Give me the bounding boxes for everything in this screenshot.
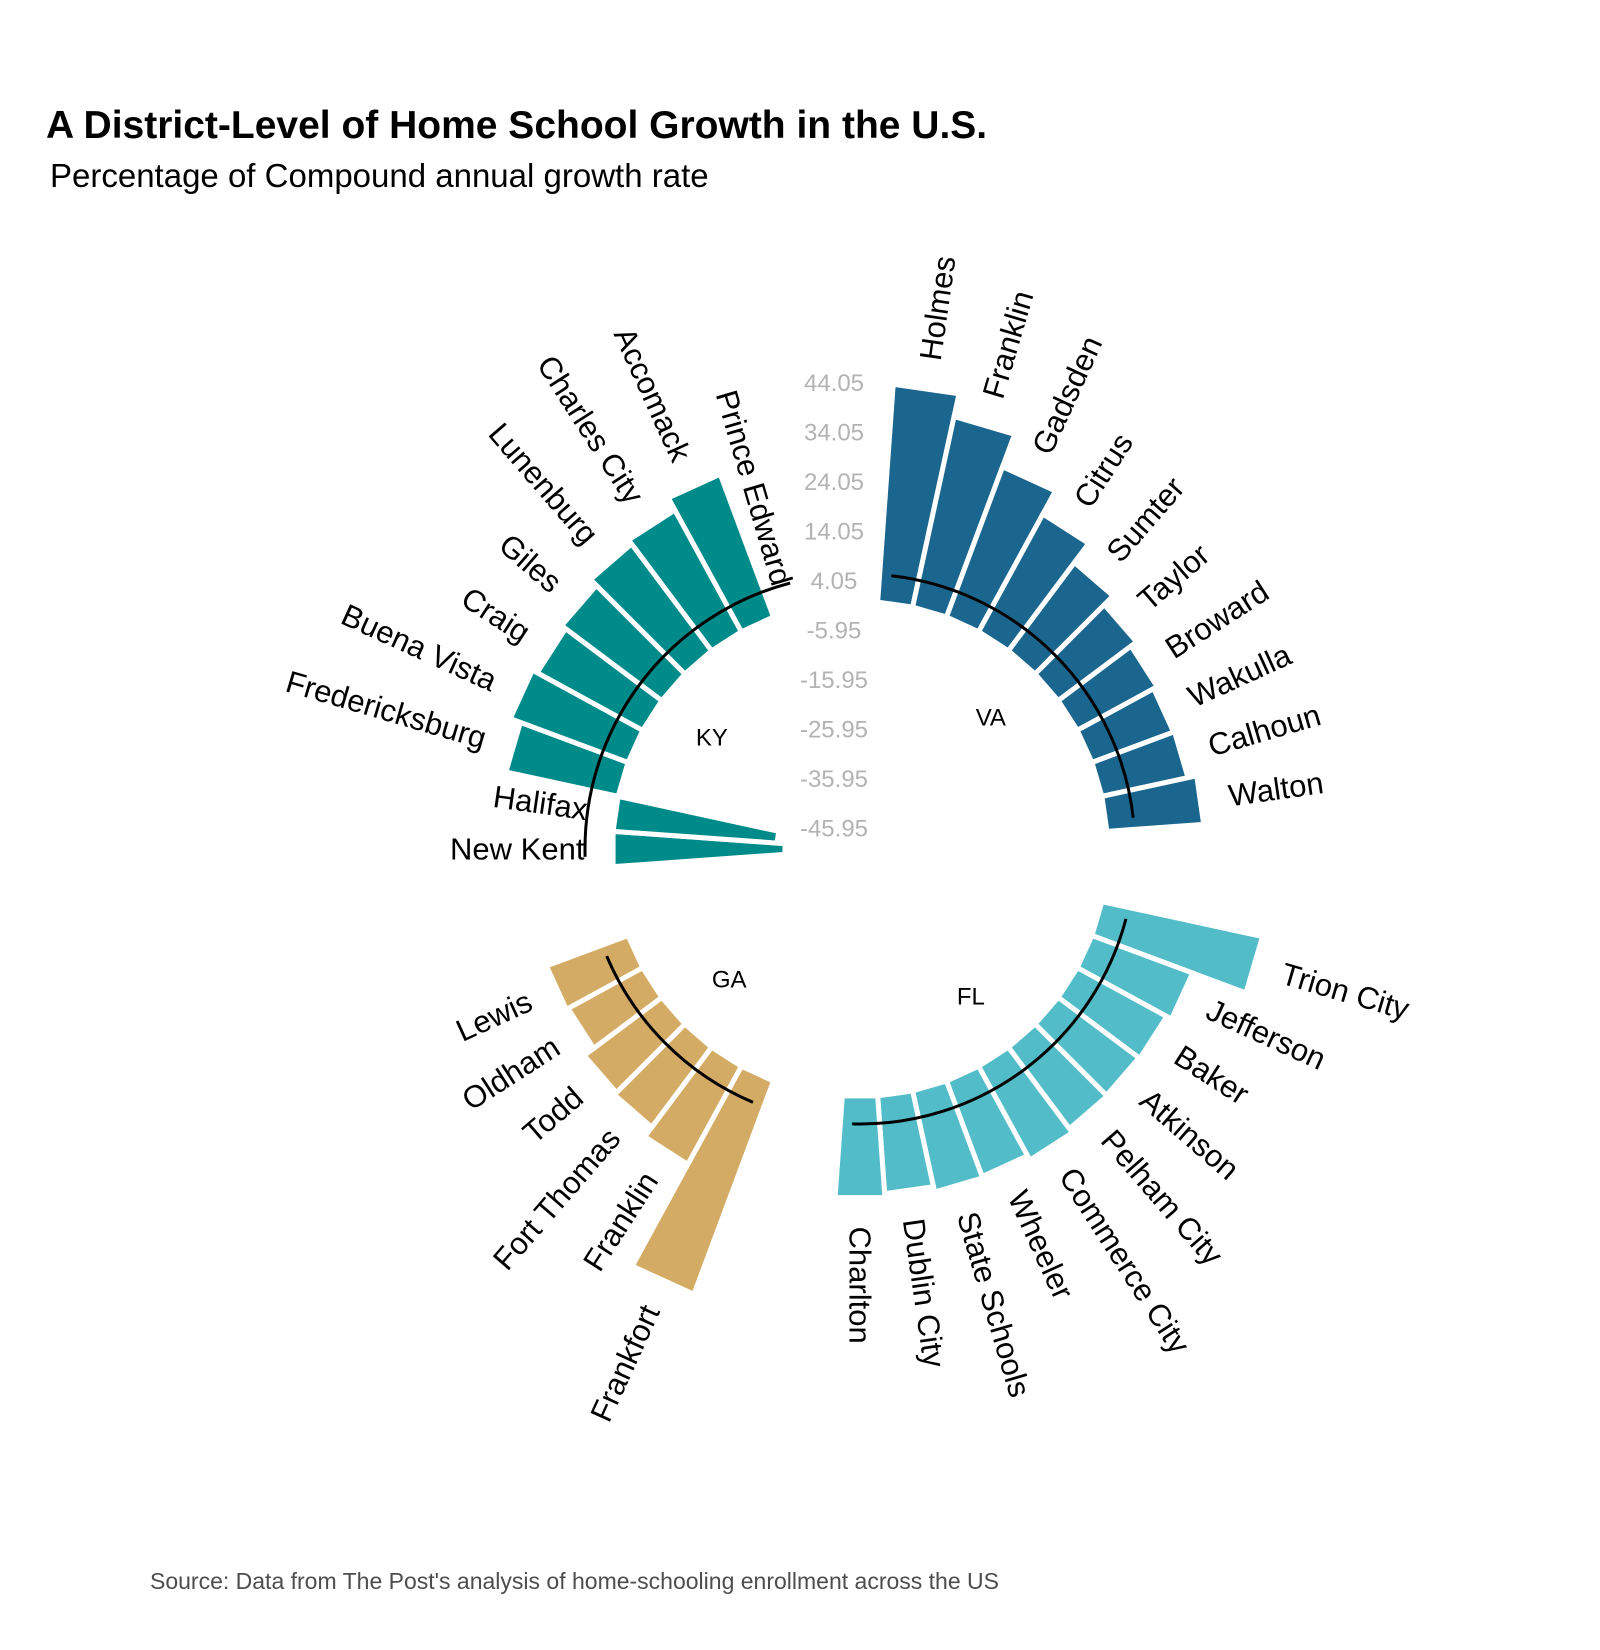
y-tick-label: -25.95 xyxy=(800,716,868,743)
bar-va-sumter xyxy=(1004,558,1117,678)
group-arc-ky xyxy=(583,581,791,857)
chart-caption: Source: Data from The Post's analysis of… xyxy=(150,1568,999,1594)
group-label-ga: GA xyxy=(712,966,747,993)
category-label-gadsden: Gadsden xyxy=(1025,331,1109,460)
category-label-baker: Baker xyxy=(1168,1038,1255,1111)
chart-title: A District-Level of Home School Growth i… xyxy=(46,104,988,147)
category-label-trion-city: Trion City xyxy=(1277,956,1413,1027)
bar-va-walton xyxy=(1099,772,1207,834)
group-label-fl: FL xyxy=(957,984,985,1011)
bar-ga-fort-thomas xyxy=(610,1020,716,1131)
bar-ky-new-kent xyxy=(610,828,788,870)
bar-ky-halifax xyxy=(610,793,782,846)
y-tick-label: -45.95 xyxy=(800,815,868,842)
bar-va-gadsden xyxy=(943,463,1059,635)
bar-va-taylor xyxy=(1031,600,1141,705)
bar-fl-jefferson xyxy=(1074,932,1196,1023)
bar-ky-accomack xyxy=(664,470,777,635)
category-label-todd: Todd xyxy=(516,1080,590,1150)
category-label-craig: Craig xyxy=(455,580,536,650)
bar-fl-charlton xyxy=(832,1093,888,1201)
group-arc-va xyxy=(891,574,1135,818)
category-label-lewis: Lewis xyxy=(451,984,538,1049)
category-label-frankfort: Frankfort xyxy=(583,1299,667,1427)
bar-ga-frankfort xyxy=(628,1063,777,1298)
y-tick-label: -15.95 xyxy=(800,667,868,694)
group-labels-layer: VA FL GA KY xyxy=(696,705,1006,1011)
category-label-new-kent: New Kent xyxy=(450,832,585,867)
category-label-walton: Walton xyxy=(1226,765,1325,813)
y-tick-label: -35.95 xyxy=(800,766,868,793)
group-label-va: VA xyxy=(976,705,1006,732)
bar-fl-trion-city xyxy=(1088,898,1266,997)
bar-va-broward xyxy=(1054,642,1161,734)
chart-subtitle: Percentage of Compound annual growth rat… xyxy=(50,157,709,194)
y-tick-label: 24.05 xyxy=(804,469,864,496)
category-label-taylor: Taylor xyxy=(1131,537,1216,618)
category-label-holmes: Holmes xyxy=(913,254,963,363)
bar-ky-prince-edward xyxy=(770,603,812,625)
bar-fl-commerce-city xyxy=(975,1043,1077,1164)
bar-ky-buena-vista xyxy=(506,666,646,766)
y-tick-label: 34.05 xyxy=(804,419,864,446)
category-label-calhoun: Calhoun xyxy=(1204,697,1325,763)
y-tick-label: 4.05 xyxy=(811,568,858,595)
category-label-franklin: Franklin xyxy=(976,287,1041,403)
bar-va-holmes xyxy=(875,381,963,610)
y-tick-label: 14.05 xyxy=(804,518,864,545)
bar-va-franklin xyxy=(909,413,1018,621)
y-tick-label: -5.95 xyxy=(807,617,862,644)
category-label-charlton: Charlton xyxy=(843,1227,878,1344)
group-label-ky: KY xyxy=(696,725,728,752)
group-arc-fl xyxy=(852,918,1128,1126)
bar-ga-todd xyxy=(580,993,689,1097)
group-arc-ga xyxy=(605,955,754,1104)
y-tick-label: 44.05 xyxy=(804,370,864,397)
bar-ga-lewis xyxy=(543,932,646,1013)
category-label-dublin-city: Dublin City xyxy=(896,1216,952,1370)
category-label-giles: Giles xyxy=(492,527,568,600)
bars-layer xyxy=(502,381,1266,1298)
group-arcs-layer xyxy=(583,574,1135,1126)
category-label-citrus: Citrus xyxy=(1067,427,1140,514)
y-ticks-layer: -45.95 -35.95 -25.95 -15.95 -5.95 4.05 14.05 24… xyxy=(800,370,868,843)
bar-ga-franklin xyxy=(640,1043,745,1169)
